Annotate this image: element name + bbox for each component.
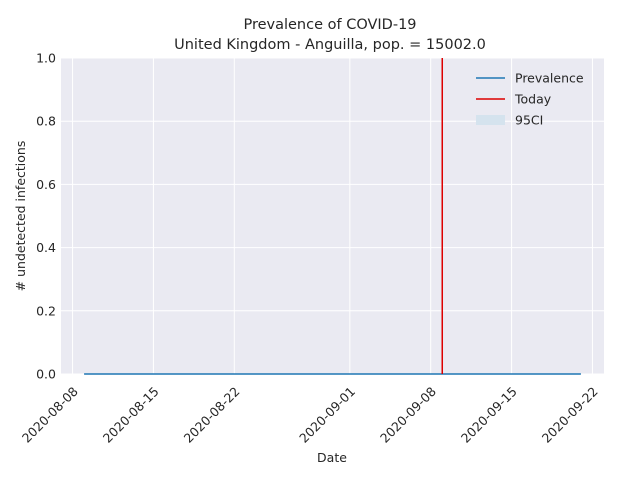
legend-label: Today <box>514 92 552 107</box>
x-tick-label: 2020-08-08 <box>19 384 81 446</box>
x-tick-label: 2020-09-15 <box>458 384 520 446</box>
y-axis-ticks: 0.0 0.2 0.4 0.6 0.8 1.0 <box>36 51 56 382</box>
x-tick-label: 2020-09-22 <box>539 384 601 446</box>
y-tick-label: 1.0 <box>36 51 56 66</box>
y-tick-label: 0.0 <box>36 367 56 382</box>
legend: Prevalence Today 95CI <box>476 71 584 128</box>
y-tick-label: 0.8 <box>36 114 56 129</box>
x-tick-label: 2020-08-22 <box>181 384 243 446</box>
legend-swatch-95ci <box>476 115 505 125</box>
legend-label: 95CI <box>515 113 543 128</box>
x-axis-label: Date <box>317 450 347 465</box>
y-tick-label: 0.6 <box>36 177 56 192</box>
chart-subtitle: United Kingdom - Anguilla, pop. = 15002.… <box>174 37 486 53</box>
x-axis-ticks: 2020-08-08 2020-08-15 2020-08-22 2020-09-01… <box>19 384 601 446</box>
x-tick-label: 2020-09-01 <box>296 384 358 446</box>
y-tick-label: 0.4 <box>36 240 56 255</box>
legend-label: Prevalence <box>515 71 584 86</box>
x-tick-label: 2020-09-08 <box>377 384 439 446</box>
plot-area <box>61 58 604 374</box>
chart-title: Prevalence of COVID-19 <box>243 17 416 33</box>
y-axis-label: # undetected infections <box>13 141 28 292</box>
y-tick-label: 0.2 <box>36 303 56 318</box>
x-tick-label: 2020-08-15 <box>100 384 162 446</box>
